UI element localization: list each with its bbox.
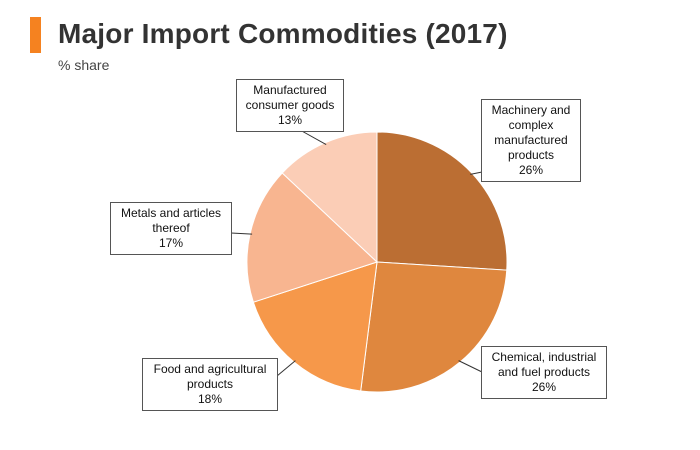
- label-chemical-value: 26%: [531, 380, 557, 394]
- leader-consumer-goods: [299, 129, 327, 145]
- leader-lines: [230, 129, 483, 377]
- slice-machinery: [376, 131, 508, 271]
- label-consumer-goods: Manufactured consumer goods 13%: [236, 79, 344, 132]
- leader-machinery: [470, 171, 483, 175]
- leader-food: [276, 360, 296, 377]
- label-machinery-text: Machinery and complex manufactured produ…: [491, 103, 571, 162]
- leader-chemical: [458, 360, 483, 373]
- label-metals-value: 17%: [158, 236, 184, 250]
- label-food-value: 18%: [197, 392, 223, 406]
- label-consumer-goods-value: 13%: [277, 113, 303, 127]
- label-machinery: Machinery and complex manufactured produ…: [481, 99, 581, 182]
- label-consumer-goods-text: Manufactured consumer goods: [245, 83, 335, 112]
- label-food: Food and agricultural products 18%: [142, 358, 278, 411]
- chart-subtitle: % share: [58, 57, 110, 73]
- slice-chemical: [360, 261, 508, 393]
- label-metals-text: Metals and articles thereof: [120, 206, 222, 235]
- label-chemical: Chemical, industrial and fuel products 2…: [481, 346, 607, 399]
- chart-title: Major Import Commodities (2017): [58, 18, 508, 49]
- label-machinery-value: 26%: [518, 163, 544, 177]
- label-metals: Metals and articles thereof 17%: [110, 202, 232, 255]
- title-accent-bar: [30, 17, 41, 53]
- label-chemical-text: Chemical, industrial and fuel products: [491, 350, 597, 379]
- leader-metals: [230, 232, 253, 235]
- pie-slices: [246, 131, 508, 393]
- label-food-text: Food and agricultural products: [153, 362, 267, 391]
- slice-consumer-goods: [281, 131, 378, 264]
